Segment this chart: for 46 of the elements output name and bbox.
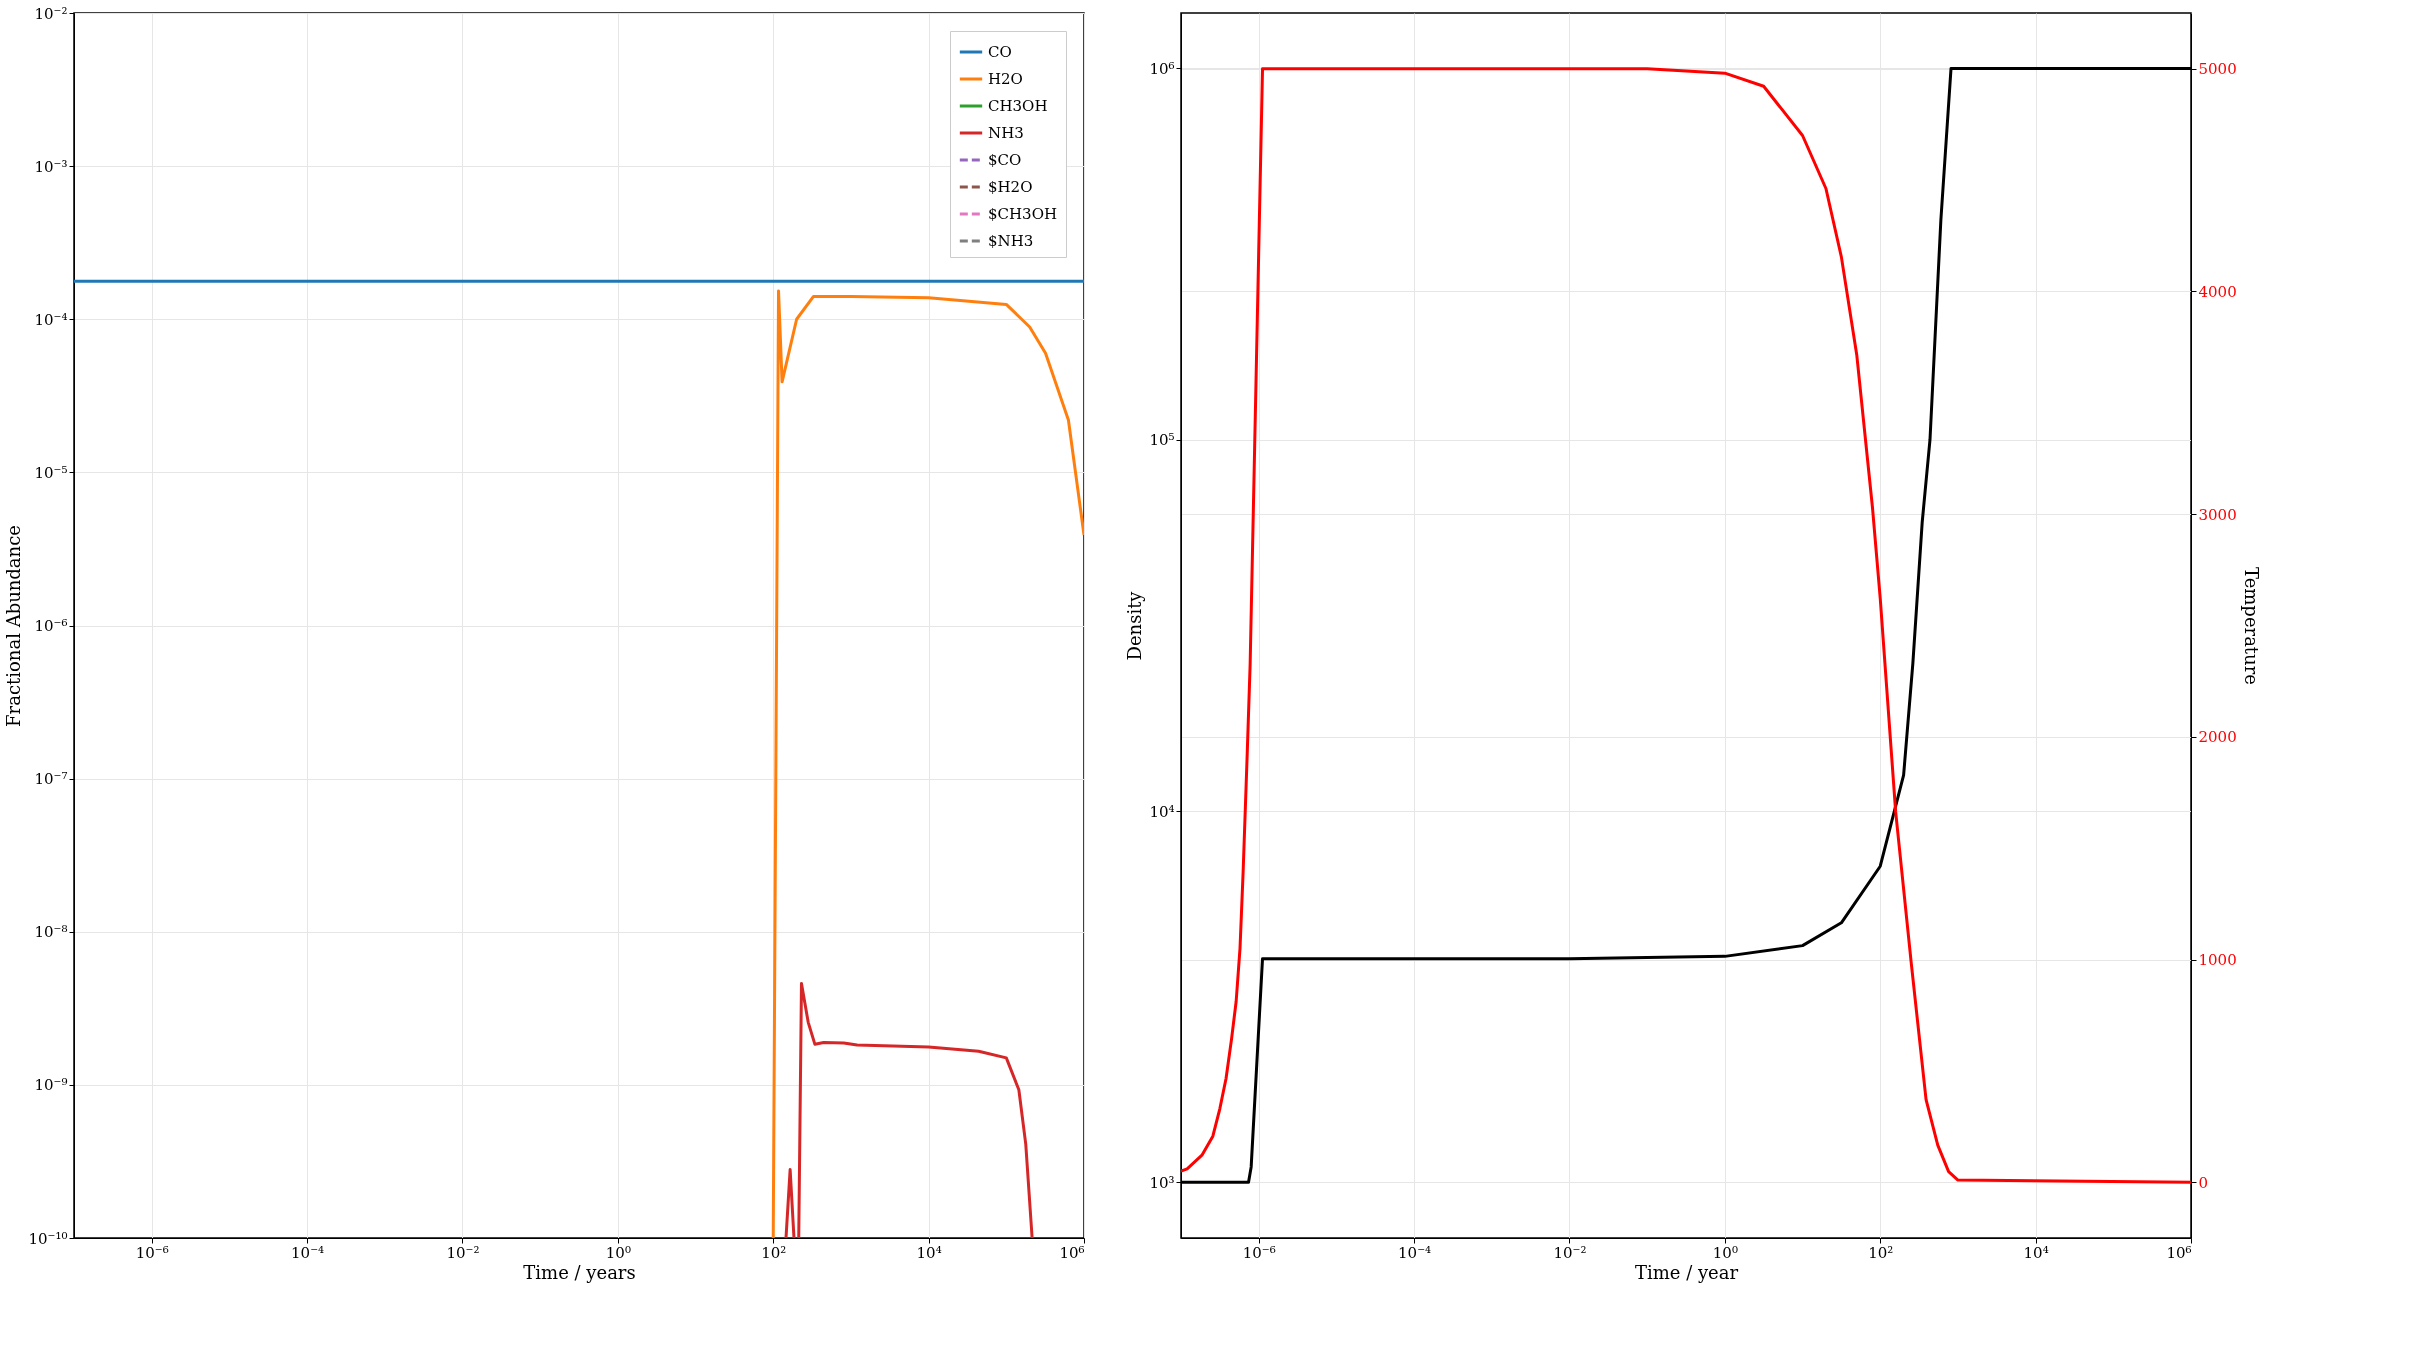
x-tick-label: 10⁶ <box>2166 1243 2192 1262</box>
y2-tick-label: 2000 <box>2198 728 2237 747</box>
x-tick-label: 10⁻⁶ <box>1242 1243 1276 1262</box>
y-tick-label: 10⁻⁷ <box>34 770 68 789</box>
y-tick-label: 10⁻⁹ <box>34 1076 68 1095</box>
legend-label: CH3OH <box>988 97 1048 115</box>
y-axis-title: Density <box>1124 590 1146 661</box>
x-axis-title: Time / year <box>1634 1261 1739 1283</box>
y-tick-label: 10⁻⁴ <box>34 310 68 329</box>
y2-tick-label: 1000 <box>2198 951 2237 970</box>
y-axis-title: Fractional Abundance <box>3 525 25 727</box>
legend-label: NH3 <box>988 124 1024 142</box>
y2-tick-label: 0 <box>2198 1173 2209 1192</box>
x-tick-label: 10⁻⁴ <box>1398 1243 1432 1262</box>
y-tick-label: 10⁻² <box>34 4 68 23</box>
x-tick-label: 10² <box>1868 1243 1894 1262</box>
x-tick-label: 10⁻⁴ <box>291 1243 325 1262</box>
y2-tick-label: 4000 <box>2198 282 2237 301</box>
x-tick-label: 10⁰ <box>605 1243 631 1262</box>
x-tick-label: 10⁴ <box>2023 1243 2049 1262</box>
x-tick-label: 10⁻⁶ <box>135 1243 169 1262</box>
x-tick-label: 10² <box>761 1243 787 1262</box>
legend-label: CO <box>988 43 1012 61</box>
x-axis-title: Time / years <box>523 1261 636 1283</box>
y-tick-label: 10⁻⁶ <box>34 617 68 635</box>
y2-tick-label: 5000 <box>2198 60 2237 79</box>
y-tick-label: 10⁻⁵ <box>34 463 68 482</box>
y-tick-label: 10⁻³ <box>34 157 68 176</box>
legend-label: $H2O <box>988 178 1033 196</box>
legend-label: $CO <box>988 151 1022 169</box>
x-tick-label: 10⁻² <box>446 1243 480 1262</box>
x-tick-label: 10⁴ <box>916 1243 942 1262</box>
y-tick-label: 10⁴ <box>1149 802 1175 821</box>
y2-axis-title: Temperature <box>2240 567 2262 685</box>
y-tick-label: 10⁻¹⁰ <box>28 1229 68 1248</box>
legend-label: $CH3OH <box>988 205 1058 223</box>
x-tick-label: 10⁰ <box>1712 1243 1738 1262</box>
legend-label: $NH3 <box>988 232 1034 250</box>
x-tick-label: 10⁶ <box>1059 1243 1085 1262</box>
y-tick-label: 10⁵ <box>1149 431 1175 450</box>
legend-label: H2O <box>988 70 1023 88</box>
y2-tick-label: 3000 <box>2198 505 2237 524</box>
x-tick-label: 10⁻² <box>1553 1243 1587 1262</box>
y-tick-label: 10⁶ <box>1149 59 1175 78</box>
y-tick-label: 10⁻⁸ <box>34 923 68 942</box>
y-tick-label: 10³ <box>1149 1173 1175 1192</box>
